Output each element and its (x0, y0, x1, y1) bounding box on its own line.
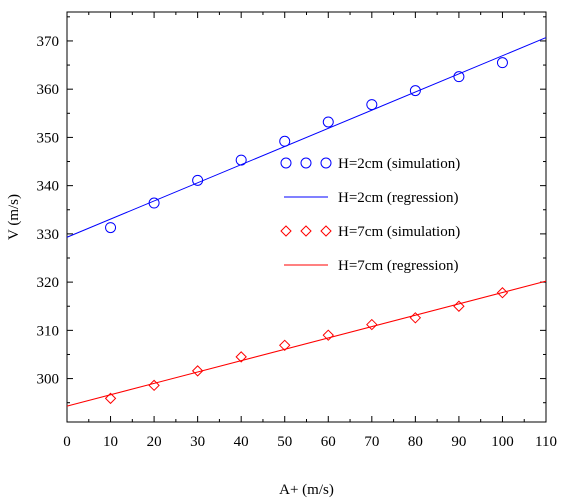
x-tick-label: 10 (103, 434, 118, 450)
x-axis-title: A+ (m/s) (279, 482, 334, 498)
axes: 0 10 20 30 40 50 60 70 80 90 100 110 300 310 320 330 340… (37, 11, 557, 450)
data-point-diamond (496, 287, 509, 299)
x-tick-label: 100 (491, 434, 514, 450)
x-tick-label: 40 (234, 434, 249, 450)
x-tick-label: 90 (451, 434, 466, 450)
legend-label: H=2cm (regression) (338, 190, 459, 206)
y-tick-label: 310 (37, 323, 60, 339)
data-point-diamond (191, 365, 204, 377)
series-4 (66, 280, 547, 407)
legend-item-1: H=2cm (simulation) (280, 156, 460, 172)
series-1 (105, 57, 508, 234)
x-tick-label: 80 (408, 434, 423, 450)
x-tick-label: 20 (147, 434, 162, 450)
legend-marker-swatch (320, 157, 332, 169)
x-tick-label: 50 (277, 434, 292, 450)
plot-frame (66, 11, 547, 423)
data-point-circle (496, 57, 508, 69)
data-point-circle (409, 85, 421, 97)
series-2 (66, 37, 547, 238)
data-point-circle (453, 71, 465, 83)
x-tick-label: 70 (364, 434, 379, 450)
legend-label: H=7cm (regression) (338, 258, 459, 274)
y-tick-label: 350 (37, 130, 60, 146)
legend: H=2cm (simulation) H=2cm (regression) H=7c… (280, 156, 460, 274)
plot-area (66, 37, 547, 407)
data-point-circle (366, 99, 378, 111)
x-tick-label: 0 (63, 434, 71, 450)
data-point-circle (322, 116, 334, 128)
data-point-diamond (322, 329, 334, 341)
legend-item-4: H=7cm (regression) (284, 258, 459, 274)
legend-marker-swatch (300, 157, 312, 169)
data-point-diamond (104, 392, 117, 405)
y-tick-label: 360 (37, 82, 60, 98)
legend-marker-swatch (280, 157, 292, 169)
y-tick-label: 300 (37, 372, 60, 388)
y-tick-label: 370 (37, 34, 60, 50)
x-tick-label: 110 (535, 434, 557, 450)
regression-line (66, 37, 547, 238)
data-point-diamond (279, 339, 291, 352)
data-point-circle (105, 222, 117, 234)
data-point-diamond (148, 379, 160, 392)
legend-marker-swatch (320, 225, 332, 237)
x-tick-label: 60 (321, 434, 336, 450)
y-tick-label: 340 (37, 179, 60, 195)
legend-item-3: H=7cm (simulation) (280, 224, 460, 240)
legend-label: H=2cm (simulation) (338, 156, 460, 172)
y-tick-label: 330 (37, 227, 60, 243)
legend-marker-swatch (300, 225, 312, 237)
y-tick-label: 320 (37, 275, 60, 291)
legend-item-2: H=2cm (regression) (284, 190, 459, 206)
x-tick-label: 30 (190, 434, 205, 450)
legend-marker-swatch (280, 225, 292, 237)
series-3 (104, 287, 509, 405)
data-point-diamond (366, 318, 378, 331)
y-axis-title: V (m/s) (6, 194, 22, 240)
regression-line (66, 280, 547, 407)
data-point-diamond (235, 351, 247, 363)
legend-label: H=7cm (simulation) (338, 224, 460, 240)
